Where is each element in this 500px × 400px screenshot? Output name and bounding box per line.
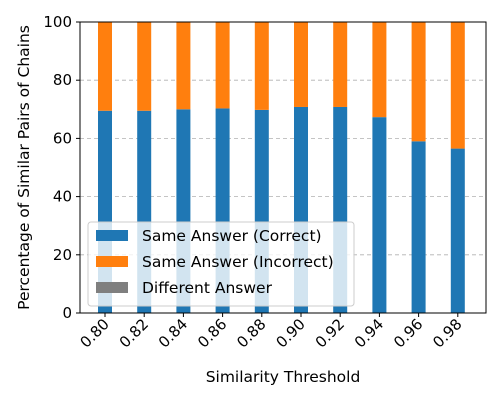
bar-segment-series-1-cat-8 (411, 22, 426, 142)
bar-segment-series-1-cat-1 (137, 22, 152, 111)
y-tick-label: 100 (43, 13, 72, 31)
legend-swatch (96, 230, 128, 241)
x-tick-label: 0.94 (351, 315, 387, 351)
y-tick-label: 60 (53, 129, 72, 147)
legend-box (87, 221, 355, 307)
legend-swatch (96, 256, 128, 267)
legend-label: Same Answer (Correct) (142, 227, 322, 245)
x-tick-label: 0.82 (116, 315, 152, 351)
legend: Same Answer (Correct) Same Answer (Incorr… (87, 221, 355, 307)
y-tick-label: 20 (53, 246, 72, 264)
bar-segment-series-0-cat-9 (450, 148, 465, 313)
x-tick-label: 0.86 (194, 315, 230, 351)
x-tick-label: 0.96 (390, 315, 426, 351)
y-tick-label: 80 (53, 71, 72, 89)
legend-label: Same Answer (Incorrect) (142, 253, 334, 271)
x-tick-label: 0.90 (272, 315, 308, 351)
y-axis-ticks: 0 20 40 60 80 100 (43, 13, 80, 322)
x-tick-label: 0.98 (429, 315, 465, 351)
legend-label: Different Answer (142, 279, 273, 297)
bar-segment-series-1-cat-5 (294, 22, 308, 107)
x-tick-label: 0.88 (233, 315, 269, 351)
bar-segment-series-1-cat-6 (333, 22, 348, 107)
bar-segment-series-1-cat-3 (215, 22, 230, 109)
bar-segment-series-1-cat-2 (176, 22, 191, 110)
legend-swatch (96, 282, 128, 293)
bar-segment-series-1-cat-4 (254, 22, 269, 110)
y-tick-label: 40 (53, 188, 72, 206)
plot-frame (79, 21, 487, 314)
x-tick-label: 0.80 (76, 315, 112, 351)
x-axis-ticks: 0.80 0.82 0.84 0.86 0.88 0.90 0.92 0.94 0.96 0.98 (76, 313, 466, 351)
bar-segment-series-1-cat-7 (372, 22, 387, 118)
x-tick-label: 0.84 (155, 315, 191, 351)
x-axis-label: Similarity Threshold (206, 368, 361, 386)
bar-segment-series-0-cat-7 (372, 117, 387, 313)
x-tick-label: 0.92 (312, 315, 348, 351)
y-axis-label: Percentage of Similar Pairs of Chains (15, 25, 33, 310)
bar-segment-series-1-cat-0 (98, 22, 112, 111)
bar-segment-series-0-cat-8 (411, 141, 426, 313)
y-tick-label: 0 (62, 304, 72, 322)
bar-segment-series-1-cat-9 (450, 22, 465, 149)
